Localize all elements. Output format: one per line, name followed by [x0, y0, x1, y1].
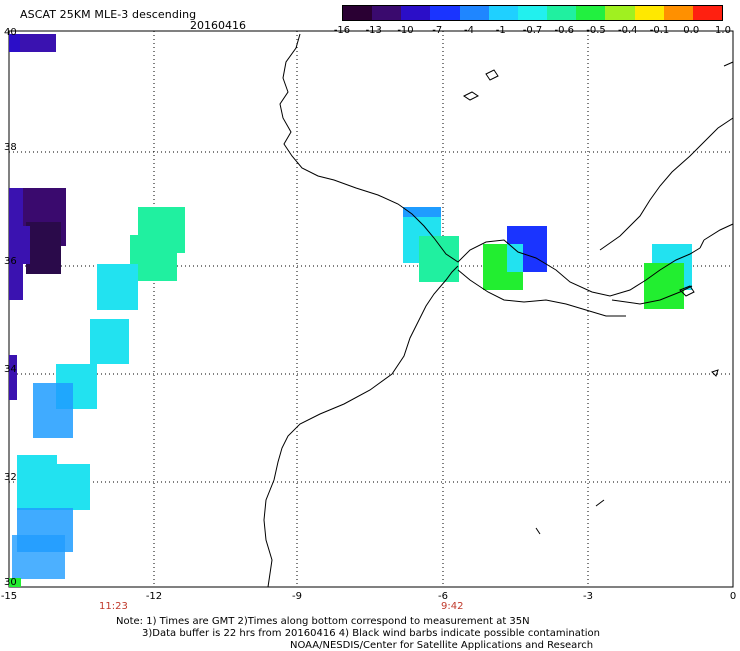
lat-label: 40: [4, 27, 17, 38]
data-cell: [33, 383, 73, 438]
note-line-2: 3)Data buffer is 22 hrs from 20160416 4)…: [142, 628, 600, 639]
lon-label: -6: [438, 591, 448, 602]
lat-label: 38: [4, 142, 17, 153]
data-cell: [9, 34, 20, 52]
data-cell: [50, 464, 90, 510]
color-scale-segment: [488, 6, 518, 20]
color-scale-segment: [663, 6, 693, 20]
lon-label: -3: [583, 591, 593, 602]
lat-label: 34: [4, 364, 17, 375]
lat-label: 32: [4, 472, 17, 483]
plot-frame: [8, 30, 734, 588]
data-cell: [644, 263, 684, 309]
lat-label: 30: [4, 577, 17, 588]
color-scale-bar: [342, 5, 723, 21]
color-scale-segment: [576, 6, 606, 20]
data-cell: [403, 207, 441, 217]
data-cell: [14, 226, 30, 264]
lon-label: -9: [292, 591, 302, 602]
note-line-3: NOAA/NESDIS/Center for Satellite Applica…: [290, 640, 594, 651]
color-scale-segment: [692, 6, 723, 20]
note-line-1: Note: 1) Times are GMT 2)Times along bot…: [116, 616, 530, 627]
color-scale-segment: [547, 6, 577, 20]
lon-label: -15: [1, 591, 17, 602]
data-cell: [97, 264, 138, 310]
data-cell: [419, 236, 459, 282]
time-label-left: 11:23: [99, 601, 128, 612]
lon-label: -12: [146, 591, 162, 602]
time-label-right: 9:42: [441, 601, 464, 612]
color-scale-segment: [517, 6, 548, 20]
color-scale-segment: [401, 6, 431, 20]
data-cell: [9, 34, 56, 52]
color-scale-segment: [605, 6, 635, 20]
data-cells: [9, 34, 692, 587]
lat-label: 36: [4, 256, 17, 267]
data-cell: [90, 319, 129, 364]
lon-label: 0: [730, 591, 736, 602]
color-scale-segment: [343, 6, 373, 20]
data-cell: [507, 244, 523, 272]
data-cell: [26, 222, 61, 274]
chart-title: ASCAT 25KM MLE-3 descending: [20, 8, 197, 21]
color-scale-segment: [459, 6, 489, 20]
data-cell: [12, 535, 65, 579]
data-cell: [9, 355, 17, 400]
color-scale-segment: [372, 6, 402, 20]
coastline: [263, 33, 734, 588]
data-cell: [9, 578, 21, 587]
chart-date: 20160416: [190, 19, 246, 32]
color-scale-segment: [430, 6, 460, 20]
color-scale-segment: [634, 6, 664, 20]
